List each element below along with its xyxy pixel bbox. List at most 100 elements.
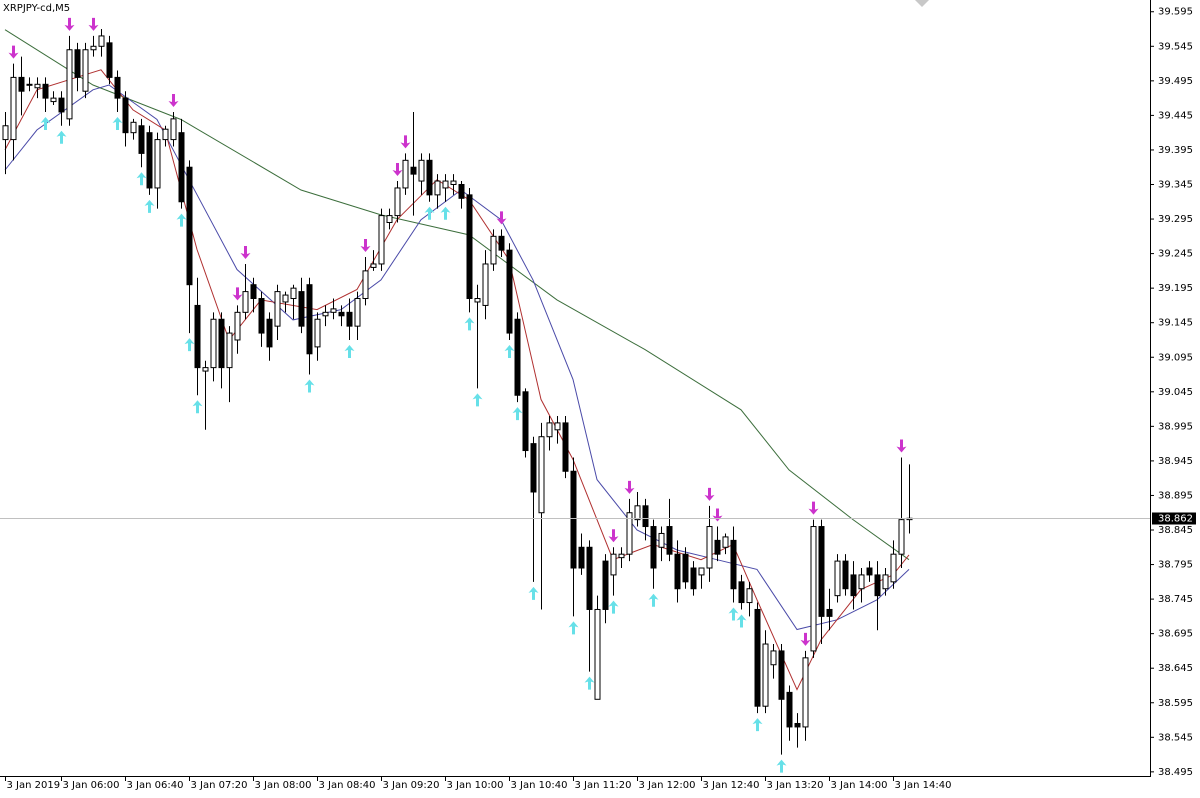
buy-arrow <box>608 600 619 614</box>
candle-body <box>706 526 713 569</box>
candle-body <box>730 539 737 590</box>
y-tick-label: 39.045 <box>1158 387 1193 398</box>
candle-body <box>562 422 569 472</box>
candle-body <box>394 187 401 217</box>
candle-body <box>866 567 873 576</box>
sell-arrow <box>168 93 179 107</box>
candle-body <box>194 304 201 369</box>
candle-body <box>746 588 753 604</box>
buy-arrow <box>752 718 763 732</box>
candle-body <box>234 311 241 341</box>
x-tick-label: 3 Jan 14:00 <box>831 780 888 791</box>
y-tick-label: 38.945 <box>1158 456 1193 467</box>
candle-body <box>146 132 153 189</box>
moving-average <box>4 84 910 631</box>
candle-body <box>658 532 665 548</box>
candle-body <box>770 650 777 666</box>
candle-body <box>74 49 81 78</box>
sell-arrow <box>808 501 819 515</box>
candle-body <box>450 180 457 185</box>
buy-arrow <box>736 614 747 628</box>
candle-body <box>666 526 673 555</box>
candle-body <box>50 97 57 103</box>
x-tick-label: 3 Jan 14:40 <box>895 780 952 791</box>
buy-arrow <box>568 621 579 635</box>
candle-body <box>514 318 521 396</box>
sell-arrow <box>896 439 907 453</box>
candle-body <box>546 422 553 438</box>
candle-body <box>298 291 305 327</box>
buy-arrow <box>512 407 523 421</box>
last-price-label: 38.862 <box>1158 514 1193 525</box>
candle-body <box>594 608 601 700</box>
buy-arrow <box>184 338 195 352</box>
y-tick-label: 39.295 <box>1158 214 1193 225</box>
candle-body <box>418 159 425 182</box>
candle-body <box>258 298 265 334</box>
y-tick-label: 39.195 <box>1158 283 1193 294</box>
buy-arrow <box>304 379 315 393</box>
candle-body <box>722 536 729 548</box>
x-tick-label: 3 Jan 13:20 <box>767 780 824 791</box>
buy-arrow <box>344 344 355 358</box>
moving-average <box>4 69 910 691</box>
candle-body <box>274 291 281 327</box>
y-tick-label: 39.145 <box>1158 318 1193 329</box>
moving-average <box>4 29 910 561</box>
x-tick-label: 3 Jan 08:00 <box>255 780 312 791</box>
candle-body <box>466 194 473 300</box>
y-tick-label: 39.495 <box>1158 76 1193 87</box>
candle-body <box>354 298 361 327</box>
candle-body <box>538 436 545 514</box>
candle-body <box>226 332 233 369</box>
candle-body <box>138 125 145 154</box>
buy-arrow <box>728 607 739 621</box>
sell-arrow <box>800 632 811 646</box>
y-tick-label: 38.745 <box>1158 594 1193 605</box>
y-tick-label: 38.995 <box>1158 421 1193 432</box>
sell-arrow <box>496 211 507 225</box>
sell-arrow <box>64 17 75 31</box>
x-tick-label: 3 Jan 12:00 <box>639 780 696 791</box>
candle-body <box>442 180 449 189</box>
y-tick-label: 38.895 <box>1158 490 1193 501</box>
candle-body <box>250 284 257 300</box>
candle-body <box>682 553 689 583</box>
candle-body <box>626 512 633 555</box>
candle-body <box>402 159 409 189</box>
candle-body <box>522 391 529 452</box>
candle-body <box>850 574 857 597</box>
candle-body <box>834 560 841 597</box>
buy-arrow <box>776 759 787 773</box>
candle-body <box>674 553 681 590</box>
candle-body <box>802 657 809 728</box>
y-tick-label: 39.545 <box>1158 41 1193 52</box>
buy-arrow <box>504 344 515 358</box>
candle-body <box>378 215 385 265</box>
y-tick-label: 38.595 <box>1158 698 1193 709</box>
y-tick-label: 38.695 <box>1158 629 1193 640</box>
candle-body <box>882 574 889 590</box>
candle-body <box>58 97 65 113</box>
sell-arrow <box>8 45 19 59</box>
candle-body <box>898 519 905 555</box>
x-tick-label: 3 Jan 08:40 <box>319 780 376 791</box>
buy-arrow <box>56 130 67 144</box>
candle-body <box>426 159 433 196</box>
candle-body <box>346 311 353 327</box>
candle-body <box>242 291 249 313</box>
candle-body <box>282 294 289 303</box>
candle-body <box>186 166 193 286</box>
candle-body <box>178 132 185 203</box>
buy-arrow <box>176 213 187 227</box>
candle-body <box>66 49 73 120</box>
x-tick-label: 3 Jan 07:20 <box>191 780 248 791</box>
sell-arrow <box>624 480 635 494</box>
candle-body <box>754 608 761 707</box>
candle-body <box>810 526 817 652</box>
candle-body <box>602 560 609 610</box>
candle-body <box>290 287 297 300</box>
last-price-tag <box>1152 512 1196 525</box>
candle-body <box>458 183 465 199</box>
